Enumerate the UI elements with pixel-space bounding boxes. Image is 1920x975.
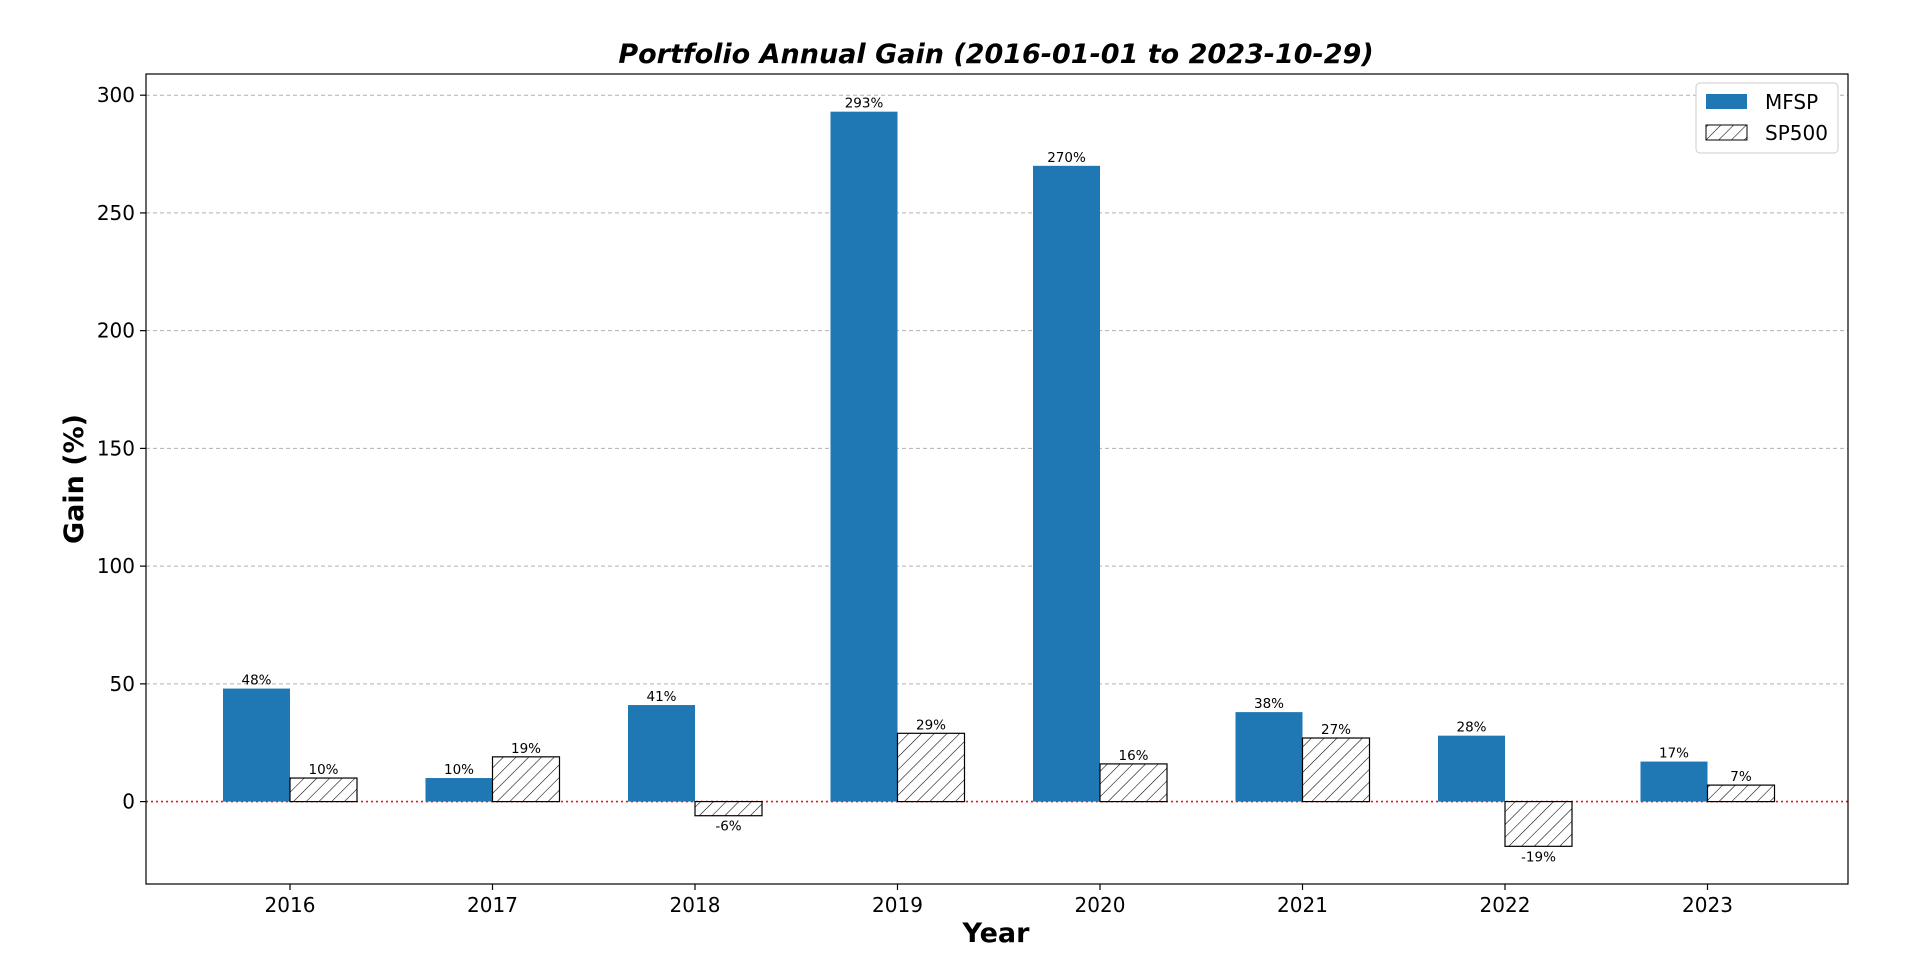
- bar-label-sp500-2020: 16%: [1118, 748, 1148, 764]
- bar-label-mfsp-2018: 41%: [646, 689, 676, 705]
- bar-mfsp-2019: [830, 111, 898, 802]
- x-axis: 2016 2017 2018 2019 2020 2021 2022 2023: [265, 884, 1733, 917]
- bar-label-mfsp-2021: 38%: [1254, 696, 1284, 712]
- y-tick-label-200: 200: [97, 319, 135, 343]
- bar-sp500-2018: [694, 800, 763, 817]
- x-tick-label-2017: 2017: [467, 893, 518, 917]
- bar-label-sp500-2023: 7%: [1730, 769, 1752, 785]
- bar-label-mfsp-2017: 10%: [444, 762, 474, 778]
- bar-mfsp-2022: [1438, 735, 1505, 802]
- bar-sp500-2016: [289, 777, 358, 803]
- bar-sp500-2020: [1099, 763, 1168, 803]
- y-axis-label: Gain (%): [59, 414, 90, 544]
- bar-label-mfsp-2016: 48%: [241, 673, 271, 689]
- bar-label-sp500-2018: -6%: [715, 819, 741, 835]
- y-tick-label-100: 100: [97, 554, 135, 578]
- bar-label-mfsp-2019: 293%: [845, 96, 884, 112]
- legend-swatch-mfsp: [1706, 94, 1747, 109]
- y-tick-label-150: 150: [97, 436, 135, 460]
- legend: MFSP SP500: [1695, 82, 1839, 154]
- y-tick-label-0: 0: [122, 790, 135, 814]
- bar-label-sp500-2017: 19%: [511, 741, 541, 757]
- bar-sp500-2017: [491, 756, 561, 803]
- y-tick-label-250: 250: [97, 201, 135, 225]
- bar-mfsp-2020: [1033, 165, 1100, 802]
- bar-sp500-2019: [896, 732, 966, 803]
- bar-label-mfsp-2023: 17%: [1659, 746, 1689, 762]
- y-tick-label-300: 300: [97, 83, 135, 107]
- bar-label-sp500-2022: -19%: [1521, 849, 1556, 865]
- legend-label-sp500: SP500: [1765, 121, 1828, 145]
- bar-mfsp-2023: [1640, 761, 1708, 802]
- x-tick-label-2023: 2023: [1682, 893, 1733, 917]
- bar-value-labels: 48% 10% 41% 293% 270% 38% 28% 17% 10% 19% -6% 29% 16…: [241, 96, 1751, 866]
- bar-label-mfsp-2022: 28%: [1456, 720, 1486, 736]
- grid-lines: [146, 94, 1848, 685]
- x-tick-label-2019: 2019: [872, 893, 923, 917]
- bar-sp500-2021: [1301, 737, 1371, 803]
- bar-label-mfsp-2020: 270%: [1047, 150, 1086, 166]
- legend-label-mfsp: MFSP: [1765, 90, 1818, 114]
- x-tick-label-2021: 2021: [1277, 893, 1328, 917]
- x-axis-label: Year: [962, 918, 1031, 949]
- bar-mfsp-2017: [425, 778, 493, 802]
- bar-mfsp-2018: [628, 705, 695, 802]
- bar-sp500-2022: [1504, 800, 1573, 847]
- plot-frame: [145, 73, 1849, 885]
- legend-swatch-sp500: [1705, 124, 1748, 141]
- x-tick-label-2016: 2016: [265, 893, 316, 917]
- bar-mfsp-2021: [1235, 712, 1303, 802]
- bar-label-sp500-2021: 27%: [1321, 722, 1351, 738]
- chart-title: Portfolio Annual Gain (2016-01-01 to 202…: [618, 39, 1373, 70]
- bar-sp500-2023: [1706, 784, 1776, 803]
- bar-label-sp500-2019: 29%: [916, 717, 946, 733]
- bar-mfsp-2016: [223, 688, 290, 802]
- y-tick-label-50: 50: [110, 672, 135, 696]
- x-tick-label-2020: 2020: [1075, 893, 1126, 917]
- bar-label-sp500-2016: 10%: [308, 762, 338, 778]
- bars-layer: [223, 111, 1776, 847]
- x-tick-label-2018: 2018: [670, 893, 721, 917]
- x-tick-label-2022: 2022: [1480, 893, 1531, 917]
- y-axis: 0 50 100 150 200 250 300: [97, 83, 146, 814]
